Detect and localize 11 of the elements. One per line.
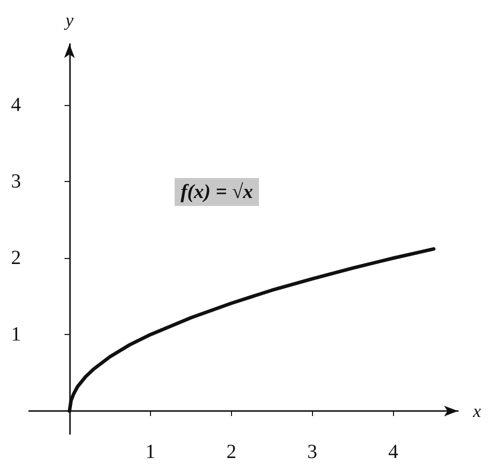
x-tick-label: 1 <box>145 441 156 463</box>
y-tick-label: 4 <box>11 94 21 116</box>
y-tick-label: 1 <box>11 324 21 346</box>
y-tick-label: 3 <box>11 170 21 193</box>
x-tick-label: 4 <box>388 441 398 463</box>
x-tick-label: 2 <box>226 441 236 463</box>
x-axis-title: x <box>472 401 482 422</box>
annotation: f(x) = √x <box>180 181 253 203</box>
x-tick-label: 3 <box>307 441 318 463</box>
y-tick-label: 2 <box>11 247 21 270</box>
y-axis-title: y <box>63 10 74 30</box>
